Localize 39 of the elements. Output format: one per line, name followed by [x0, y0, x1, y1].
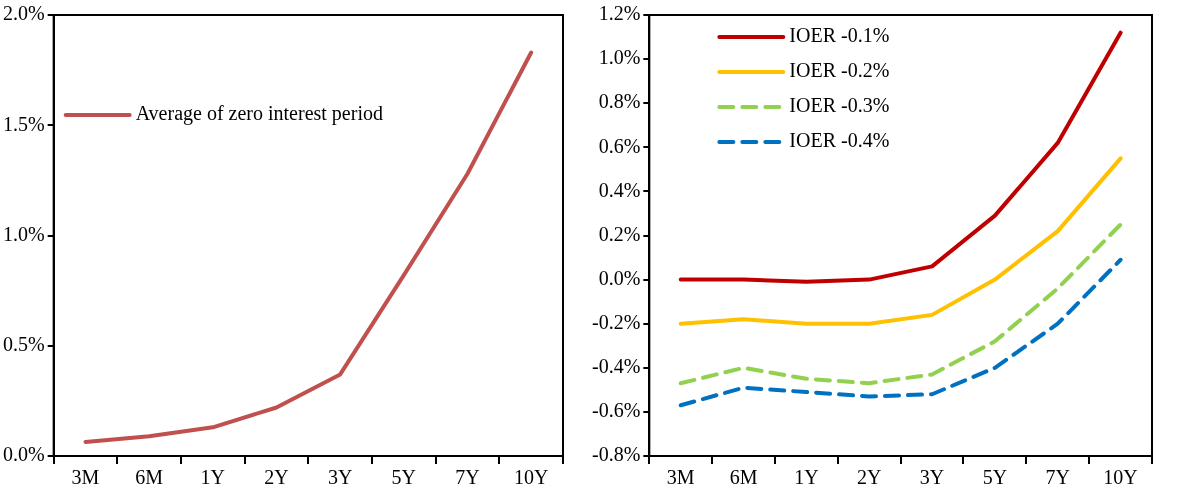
line-series [678, 222, 1123, 386]
y-tick-label: -0.6% [591, 399, 641, 422]
x-tick-label: 2Y [857, 466, 882, 489]
x-tick-label: 5Y [982, 466, 1008, 489]
y-tick-label: 0.2% [598, 222, 641, 245]
legend-label: IOER -0.3% [789, 94, 890, 117]
x-tick-label: 1Y [200, 466, 226, 489]
y-tick-label: 1.2% [598, 2, 641, 25]
x-tick-label: 10Y [513, 466, 549, 489]
x-tick-label: 7Y [1045, 466, 1070, 489]
line-series [678, 257, 1123, 408]
y-tick-label: 1.5% [2, 112, 45, 135]
y-tick-label: 2.0% [2, 2, 45, 25]
y-tick-label: 0.0% [598, 266, 641, 289]
x-tick-label: 2Y [264, 466, 289, 489]
x-tick-label: 1Y [794, 466, 819, 489]
y-tick-label: -0.4% [591, 355, 641, 378]
y-tick-label: 0.5% [2, 333, 45, 355]
legend-label: IOER -0.4% [789, 129, 890, 152]
y-tick-label: -0.8% [591, 443, 641, 466]
x-tick-label: 6M [729, 466, 758, 489]
x-tick-label: 6M [135, 466, 164, 489]
y-tick-label: 1.0% [598, 46, 641, 69]
y-tick-label: 0.0% [2, 443, 45, 466]
y-tick-label: 1.0% [2, 222, 45, 245]
x-tick-label: 3Y [327, 466, 353, 489]
legend-label: Average of zero interest period [135, 102, 383, 126]
x-tick-label: 3M [666, 466, 695, 489]
x-tick-label: 10Y [1103, 466, 1138, 489]
y-tick-label: -0.2% [591, 310, 641, 333]
y-tick-label: 0.4% [598, 178, 641, 201]
y-tick-label: 0.6% [598, 134, 641, 157]
x-tick-label: 3M [71, 466, 100, 489]
legend-label: IOER -0.1% [789, 24, 890, 47]
x-tick-label: 5Y [391, 466, 417, 489]
x-tick-label: 3Y [919, 466, 945, 489]
legend-label: IOER -0.2% [789, 59, 890, 82]
x-tick-label: 7Y [455, 466, 480, 489]
y-tick-label: 0.8% [598, 90, 641, 113]
